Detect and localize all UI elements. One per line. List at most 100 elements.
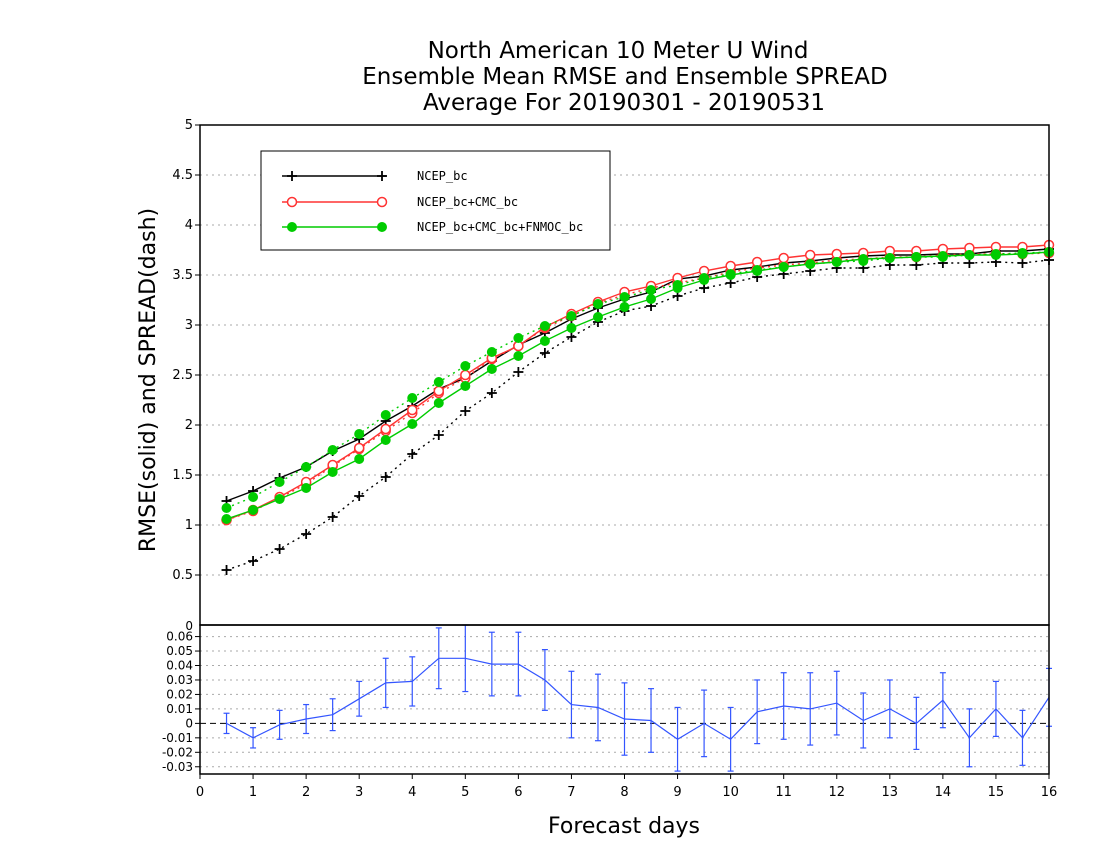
difference-series [223, 624, 1052, 772]
diff-y-tick-label: -0.01 [162, 731, 193, 745]
open-circle-marker [804, 249, 816, 261]
main-series [221, 239, 1055, 575]
filled-circle-marker [831, 257, 842, 267]
title-line-3: Average For 20190301 - 20190531 [423, 90, 825, 116]
open-circle-marker [407, 404, 418, 416]
filled-circle-marker [486, 364, 497, 374]
filled-circle-marker [513, 333, 524, 343]
filled-circle-marker [646, 294, 657, 304]
filled-circle-marker [990, 250, 1001, 260]
spread-line [226, 259, 1050, 571]
plus-marker [377, 171, 387, 181]
rmse-line [226, 251, 1050, 520]
open-circle-marker [380, 423, 391, 435]
title-line-2: Ensemble Mean RMSE and Ensemble SPREAD [362, 64, 887, 90]
open-circle-marker [353, 442, 365, 454]
filled-circle-marker [327, 467, 338, 477]
filled-circle-marker [513, 351, 524, 361]
diff-y-tick-label: 0.03 [166, 673, 193, 687]
x-tick-label: 8 [620, 785, 628, 800]
plus-marker [287, 171, 297, 181]
filled-circle-marker [460, 381, 471, 391]
filled-circle-marker [248, 505, 259, 515]
filled-circle-marker [539, 321, 550, 331]
x-tick-label: 13 [882, 785, 899, 800]
diff-y-tick-label: 0.02 [166, 687, 193, 701]
filled-circle-marker [380, 410, 391, 420]
filled-circle-marker [592, 312, 603, 322]
filled-circle-marker [592, 299, 603, 309]
diff-y-tick-label: 0.06 [166, 630, 193, 644]
open-circle-marker [376, 196, 388, 208]
filled-circle-marker [752, 266, 763, 276]
series-1 [221, 239, 1055, 526]
filled-circle-marker [539, 336, 550, 346]
x-tick-label: 11 [775, 785, 792, 800]
legend-label: NCEP_bc+CMC_bc+FNMOC_bc [417, 220, 583, 234]
filled-circle-marker [699, 275, 710, 285]
filled-circle-marker [433, 398, 444, 408]
x-axis-label: Forecast days [548, 814, 700, 839]
filled-circle-marker [301, 462, 312, 472]
filled-circle-marker [646, 285, 657, 295]
legend-label: NCEP_bc [417, 169, 468, 183]
plus-marker [354, 491, 365, 501]
plus-marker [513, 367, 524, 377]
filled-circle-marker [805, 259, 816, 269]
main-y-ticks: 0.5 1 1.5 2 2.5 3 3.5 4 4.5 5 [172, 118, 200, 583]
filled-circle-marker [301, 483, 312, 493]
plus-marker [486, 388, 497, 398]
plus-marker [539, 348, 550, 358]
plus-marker [566, 332, 577, 342]
filled-circle-marker [248, 492, 259, 502]
x-tick-label: 16 [1041, 785, 1058, 800]
x-tick-label: 10 [722, 785, 739, 800]
legend: NCEP_bc NCEP_bc+CMC_bc NCEP_bc+CMC_bc+FNMO… [260, 150, 611, 251]
difference-line [226, 657, 1050, 741]
filled-circle-marker [884, 253, 895, 263]
filled-circle-marker [1017, 249, 1028, 259]
filled-circle-marker [619, 302, 630, 312]
x-tick-label: 5 [461, 785, 469, 800]
x-tick-label: 15 [988, 785, 1005, 800]
plus-marker [460, 406, 471, 416]
x-tick-label: 14 [935, 785, 952, 800]
chart-title: North American 10 Meter U Wind Ensemble … [362, 38, 887, 116]
open-circle-marker [778, 252, 789, 264]
x-tick-label: 1 [249, 785, 257, 800]
diff-y-tick-label: -0.03 [162, 760, 193, 774]
filled-circle-marker [377, 222, 387, 232]
filled-circle-marker [327, 445, 338, 455]
filled-circle-marker [566, 323, 577, 333]
main-y-tick-label: 4.5 [172, 168, 193, 183]
legend-label: NCEP_bc+CMC_bc [417, 195, 518, 209]
filled-circle-marker [433, 377, 444, 387]
diff-y-ticks: 0.060.050.040.030.020.010-0.01-0.02-0.03… [162, 619, 200, 774]
legend-entry: NCEP_bc+CMC_bc [282, 195, 518, 209]
filled-circle-marker [287, 222, 297, 232]
y-axis-label: RMSE(solid) and SPREAD(dash) [136, 208, 161, 552]
filled-circle-marker [221, 514, 232, 524]
open-circle-marker [433, 385, 445, 397]
plus-marker [327, 512, 338, 522]
diff-y-tick-label: 0.01 [166, 702, 193, 716]
filled-circle-marker [380, 435, 391, 445]
diff-y-tick-label: 0.04 [166, 659, 193, 673]
series-2 [221, 247, 1054, 524]
filled-circle-marker [460, 361, 471, 371]
plus-marker [407, 449, 418, 459]
plus-marker [301, 529, 312, 539]
x-tick-label: 3 [355, 785, 363, 800]
filled-circle-marker [619, 292, 630, 302]
x-tick-label: 12 [828, 785, 845, 800]
diff-y-tick-label: 0 [185, 716, 193, 730]
legend-entry: NCEP_bc+CMC_bc+FNMOC_bc [282, 220, 583, 234]
title-line-1: North American 10 Meter U Wind [428, 38, 809, 64]
x-tick-label: 4 [408, 785, 416, 800]
main-y-tick-label: 3 [185, 318, 193, 333]
filled-circle-marker [407, 419, 418, 429]
filled-circle-marker [221, 503, 232, 513]
filled-circle-marker [778, 262, 789, 272]
series-0 [221, 244, 1054, 575]
